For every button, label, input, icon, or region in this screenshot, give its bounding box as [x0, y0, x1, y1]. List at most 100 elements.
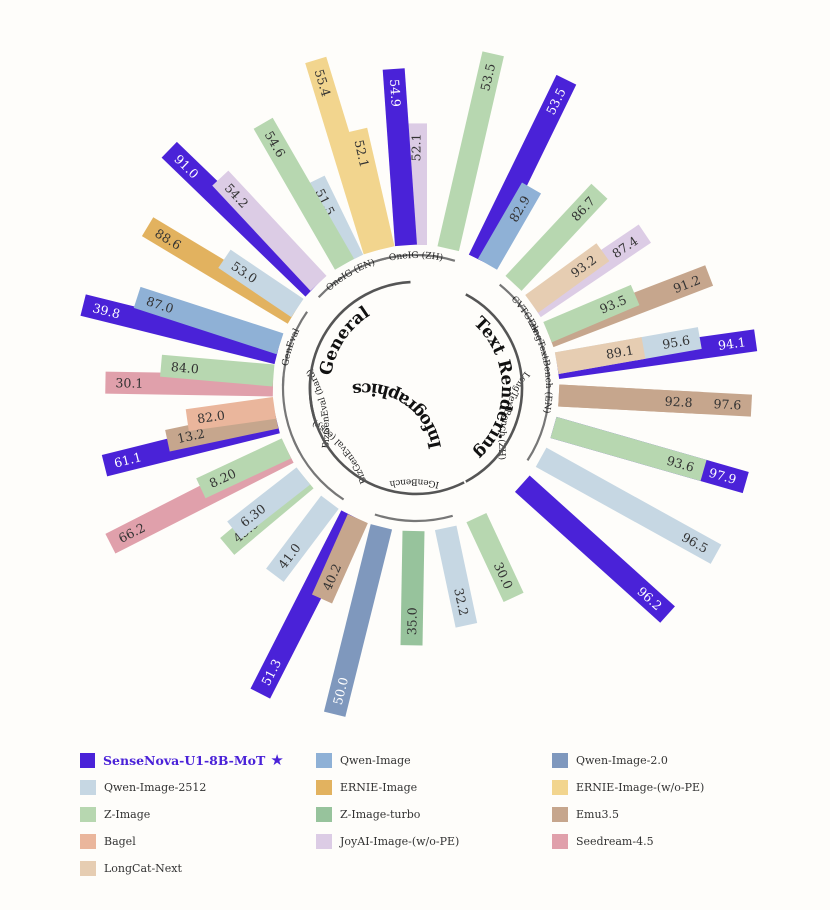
bar-rect — [514, 475, 675, 623]
bar-value-label: 92.8 — [664, 394, 693, 410]
bar-rect — [80, 294, 280, 365]
legend-swatch — [316, 780, 332, 795]
group-label: Text Rendering — [469, 313, 517, 463]
group-label: Infographics — [351, 378, 446, 450]
bar-rect — [311, 514, 368, 604]
legend-item: SenseNova-U1-8B-MoT ★ — [80, 752, 316, 769]
benchmark-arc — [281, 376, 301, 454]
legend-label: Bagel — [104, 835, 136, 848]
bar-value-label: 93.6 — [665, 453, 696, 475]
legend-label: Z-Image — [104, 808, 151, 821]
legend-swatch — [316, 834, 332, 849]
bar-value-label: 97.6 — [713, 396, 742, 412]
legend-item: ERNIE-Image-(w/o-PE) — [552, 779, 780, 796]
legend-label: ERNIE-Image-(w/o-PE) — [576, 781, 705, 794]
legend-label: LongCat-Next — [104, 862, 182, 875]
bar-z-image: 54.6 — [253, 117, 355, 270]
bar-qwen-image: 87.0 — [133, 286, 284, 355]
legend-swatch — [316, 753, 332, 768]
legend-item: Qwen-Image-2512 — [80, 779, 316, 796]
bar-rect — [305, 56, 385, 255]
bar-value-label: 97.9 — [707, 465, 738, 487]
bar-value-label: 35.0 — [404, 607, 419, 635]
legend-label: Emu3.5 — [576, 808, 620, 821]
bar-rect — [400, 530, 425, 646]
bar-rect — [323, 524, 393, 717]
bar-sensenova-u1-8b-mot: 39.8 — [80, 294, 280, 365]
legend-swatch — [316, 807, 332, 822]
group-arc — [308, 374, 465, 496]
bar-value-label: 50.0 — [330, 676, 351, 707]
legend-swatch — [552, 753, 568, 768]
legend-item: Z-Image-turbo — [316, 806, 552, 823]
bar-rect — [266, 495, 339, 582]
benchmark-label: BizGenEval (hard) — [304, 367, 332, 449]
bar-rect — [218, 249, 304, 318]
legend-item: Qwen-Image — [316, 752, 552, 769]
benchmark-label: BizGenEval (easy) — [310, 417, 369, 485]
benchmark-arc — [317, 257, 387, 299]
bar-value-label: 30.1 — [115, 375, 143, 390]
bar-rect — [304, 175, 364, 265]
bar-rect — [196, 438, 292, 499]
bar-bagel: 82.0 — [185, 397, 276, 432]
bar-z-image: 84.0 — [160, 354, 275, 387]
bar-ernie-image-w-o-pe-: 55.4 — [305, 56, 385, 255]
bar-longcat-next: 89.1 — [554, 337, 646, 375]
legend-item: Qwen-Image-2.0 — [552, 752, 780, 769]
bar-rect — [437, 51, 504, 252]
legend-label: Z-Image-turbo — [340, 808, 421, 821]
bar-z-image: 53.5 — [437, 51, 504, 252]
group-label: General — [316, 302, 374, 377]
bar-emu3-5: 92.8 — [558, 384, 704, 415]
bar-rect — [185, 397, 276, 432]
bar-value-label: 39.8 — [91, 300, 122, 321]
legend-label: Qwen-Image-2.0 — [576, 754, 668, 767]
bar-rect — [554, 337, 646, 375]
bar-rect — [160, 354, 275, 387]
bar-rect — [345, 127, 395, 252]
legend-swatch — [80, 834, 96, 849]
bar-value-label: 32.2 — [451, 587, 471, 617]
legend-swatch — [80, 780, 96, 795]
bar-value-label: 95.6 — [661, 332, 691, 352]
star-icon: ★ — [270, 751, 284, 769]
legend-item: LongCat-Next — [80, 860, 316, 877]
benchmark-arc — [526, 385, 551, 461]
bar-value-label: 52.1 — [409, 133, 424, 161]
bar-value-label: 84.0 — [170, 359, 199, 376]
group-arc — [465, 293, 524, 483]
legend-item: Seedream-4.5 — [552, 833, 780, 850]
bar-z-image: 93.6 — [550, 416, 707, 482]
bar-rect — [434, 525, 478, 628]
bar-rect — [227, 467, 311, 539]
benchmark-arc — [281, 311, 309, 386]
legend-item: JoyAI-Image-(w/o-PE) — [316, 833, 552, 850]
bar-value-label: 13.2 — [176, 426, 206, 446]
bar-rect — [535, 447, 722, 564]
bar-value-label: 61.1 — [112, 449, 143, 470]
legend-swatch — [552, 834, 568, 849]
bar-z-image: 30.0 — [466, 512, 524, 603]
radial-bar-chart: 51.5 52.1 52.1 53.5 53.5 82.9 86.7 87.4 91.2 94.1… — [80, 51, 758, 717]
bar-z-image-turbo: 35.0 — [400, 530, 425, 646]
legend-label: SenseNova-U1-8B-MoT — [103, 753, 266, 768]
bar-rect — [141, 217, 300, 324]
chart-canvas: 51.552.1 52.153.553.582.9 86.787.491.294.1… — [80, 51, 758, 717]
bar-rect — [253, 117, 355, 270]
legend: SenseNova-U1-8B-MoT ★ Qwen-Image Qwen-Image… — [80, 752, 780, 877]
bar-qwen-image-2512: 32.2 — [434, 525, 478, 628]
legend-swatch — [80, 753, 95, 768]
legend-label: Seedream-4.5 — [576, 835, 654, 848]
benchmark-label: GenEval — [281, 327, 302, 367]
benchmark-arc — [374, 513, 454, 523]
legend-swatch — [552, 780, 568, 795]
legend-label: ERNIE-Image — [340, 781, 418, 794]
bar-rect — [550, 416, 707, 482]
bar-value-label: 82.0 — [196, 407, 226, 426]
bar-value-label: 89.1 — [605, 342, 635, 362]
bar-rect — [468, 74, 577, 265]
legend-label: Qwen-Image — [340, 754, 411, 767]
bar-rect — [525, 243, 610, 313]
bar-rect — [543, 284, 640, 343]
